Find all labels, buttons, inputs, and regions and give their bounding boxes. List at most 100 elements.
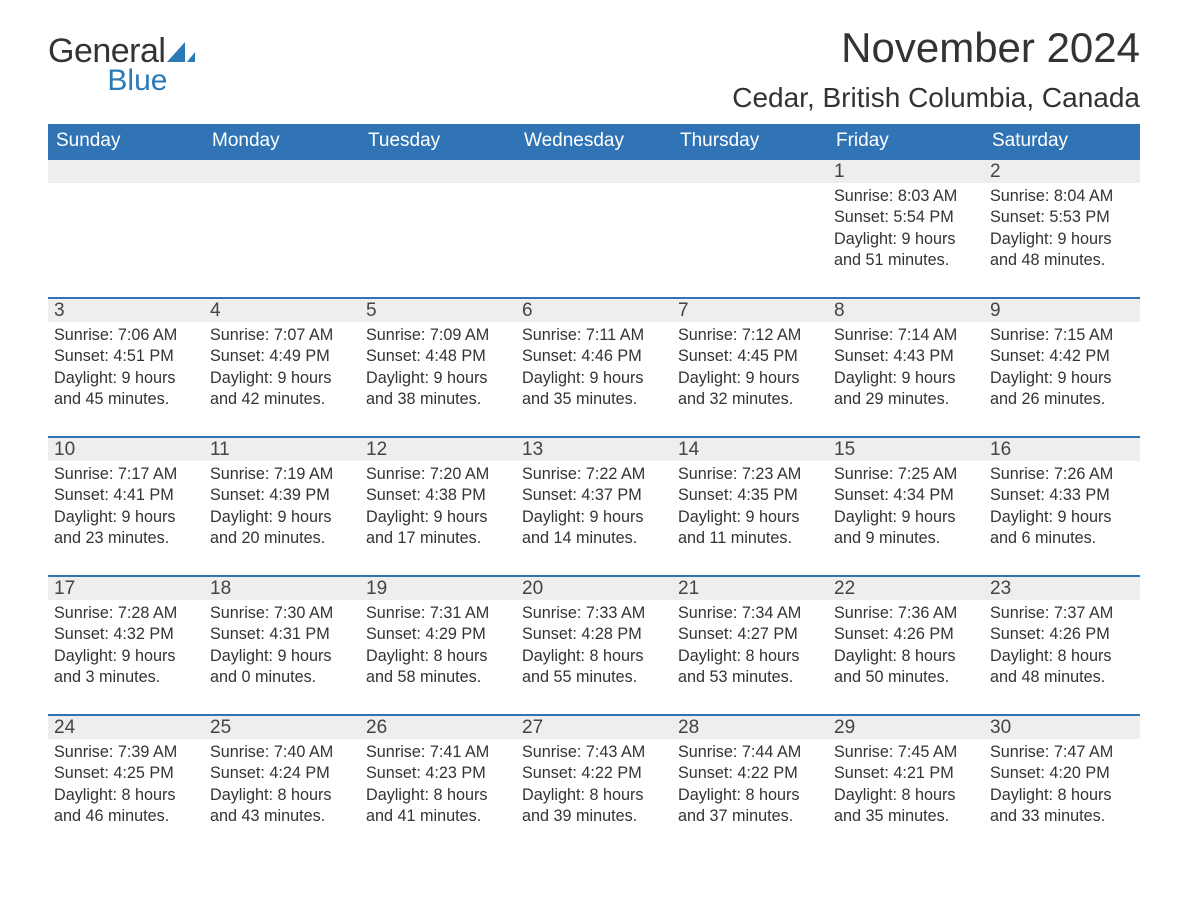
daylight-text: Daylight: 9 hours and 3 minutes.	[54, 646, 194, 689]
date-bar: 22	[828, 575, 984, 600]
sunset-text: Sunset: 4:20 PM	[990, 763, 1134, 784]
sunset-text: Sunset: 4:26 PM	[990, 624, 1134, 645]
daylight-text: Daylight: 9 hours and 35 minutes.	[522, 368, 662, 411]
day-body	[360, 183, 516, 279]
date-bar	[672, 158, 828, 183]
day-body: Sunrise: 7:43 AMSunset: 4:22 PMDaylight:…	[516, 739, 672, 835]
daylight-text: Daylight: 9 hours and 20 minutes.	[210, 507, 350, 550]
sunset-text: Sunset: 4:37 PM	[522, 485, 666, 506]
date-bar: 24	[48, 714, 204, 739]
day-body: Sunrise: 7:31 AMSunset: 4:29 PMDaylight:…	[360, 600, 516, 696]
sunrise-text: Sunrise: 7:34 AM	[678, 603, 822, 624]
date-bar: 20	[516, 575, 672, 600]
brand-general: General	[48, 36, 165, 67]
sunrise-text: Sunrise: 7:17 AM	[54, 464, 198, 485]
day-body: Sunrise: 8:04 AMSunset: 5:53 PMDaylight:…	[984, 183, 1140, 279]
header: General Blue November 2024 Cedar, Britis…	[48, 24, 1140, 124]
day-cell: 4Sunrise: 7:07 AMSunset: 4:49 PMDaylight…	[204, 297, 360, 418]
location-title: Cedar, British Columbia, Canada	[732, 82, 1140, 114]
daylight-text: Daylight: 8 hours and 53 minutes.	[678, 646, 818, 689]
day-cell: 8Sunrise: 7:14 AMSunset: 4:43 PMDaylight…	[828, 297, 984, 418]
sunrise-text: Sunrise: 7:47 AM	[990, 742, 1134, 763]
date-bar: 27	[516, 714, 672, 739]
day-cell: 21 Sunrise: 7:34 AMSunset: 4:27 PMDayligh…	[672, 575, 828, 696]
daylight-text: Daylight: 9 hours and 6 minutes.	[990, 507, 1130, 550]
daylight-text: Daylight: 9 hours and 0 minutes.	[210, 646, 350, 689]
date-bar: 30	[984, 714, 1140, 739]
month-title: November 2024	[732, 24, 1140, 72]
sunset-text: Sunset: 4:38 PM	[366, 485, 510, 506]
date-bar: 21	[672, 575, 828, 600]
date-bar: 4	[204, 297, 360, 322]
sail-icon	[167, 42, 197, 66]
weeks-container: 1Sunrise: 8:03 AMSunset: 5:54 PMDaylight…	[48, 158, 1140, 835]
date-bar: 28	[672, 714, 828, 739]
brand-logo: General Blue	[48, 36, 197, 94]
date-bar: 10	[48, 436, 204, 461]
date-bar	[360, 158, 516, 183]
day-cell	[360, 158, 516, 279]
daylight-text: Daylight: 8 hours and 58 minutes.	[366, 646, 506, 689]
day-body: Sunrise: 7:15 AMSunset: 4:42 PMDaylight:…	[984, 322, 1140, 418]
sunset-text: Sunset: 4:27 PM	[678, 624, 822, 645]
date-bar	[516, 158, 672, 183]
day-cell: 14Sunrise: 7:23 AMSunset: 4:35 PMDayligh…	[672, 436, 828, 557]
day-cell: 20Sunrise: 7:33 AMSunset: 4:28 PMDayligh…	[516, 575, 672, 696]
sunrise-text: Sunrise: 7:43 AM	[522, 742, 666, 763]
day-cell: 16Sunrise: 7:26 AMSunset: 4:33 PMDayligh…	[984, 436, 1140, 557]
day-cell: 7Sunrise: 7:12 AMSunset: 4:45 PMDaylight…	[672, 297, 828, 418]
week-row: 1Sunrise: 8:03 AMSunset: 5:54 PMDaylight…	[48, 158, 1140, 279]
day-cell: 10Sunrise: 7:17 AMSunset: 4:41 PMDayligh…	[48, 436, 204, 557]
sunset-text: Sunset: 4:24 PM	[210, 763, 354, 784]
daylight-text: Daylight: 8 hours and 55 minutes.	[522, 646, 662, 689]
date-bar: 3	[48, 297, 204, 322]
date-bar: 23	[984, 575, 1140, 600]
daylight-text: Daylight: 9 hours and 9 minutes.	[834, 507, 974, 550]
brand-text: General Blue	[48, 36, 165, 94]
daylight-text: Daylight: 9 hours and 26 minutes.	[990, 368, 1130, 411]
day-body: Sunrise: 7:41 AMSunset: 4:23 PMDaylight:…	[360, 739, 516, 835]
sunset-text: Sunset: 4:26 PM	[834, 624, 978, 645]
day-body	[672, 183, 828, 279]
sunrise-text: Sunrise: 7:09 AM	[366, 325, 510, 346]
day-body: Sunrise: 7:22 AMSunset: 4:37 PMDaylight:…	[516, 461, 672, 557]
sunset-text: Sunset: 4:33 PM	[990, 485, 1134, 506]
sunset-text: Sunset: 5:53 PM	[990, 207, 1134, 228]
day-body: Sunrise: 7:07 AMSunset: 4:49 PMDaylight:…	[204, 322, 360, 418]
sunset-text: Sunset: 4:23 PM	[366, 763, 510, 784]
sunset-text: Sunset: 4:45 PM	[678, 346, 822, 367]
date-bar: 19	[360, 575, 516, 600]
day-body: Sunrise: 7:40 AMSunset: 4:24 PMDaylight:…	[204, 739, 360, 835]
day-body: Sunrise: 7:28 AMSunset: 4:32 PMDaylight:…	[48, 600, 204, 696]
sunset-text: Sunset: 4:28 PM	[522, 624, 666, 645]
sunrise-text: Sunrise: 7:06 AM	[54, 325, 198, 346]
daylight-text: Daylight: 9 hours and 32 minutes.	[678, 368, 818, 411]
day-cell: 11Sunrise: 7:19 AMSunset: 4:39 PMDayligh…	[204, 436, 360, 557]
day-body: Sunrise: 7:14 AMSunset: 4:43 PMDaylight:…	[828, 322, 984, 418]
day-cell: 9Sunrise: 7:15 AMSunset: 4:42 PMDaylight…	[984, 297, 1140, 418]
sunset-text: Sunset: 4:51 PM	[54, 346, 198, 367]
day-cell: 19Sunrise: 7:31 AMSunset: 4:29 PMDayligh…	[360, 575, 516, 696]
sunrise-text: Sunrise: 8:03 AM	[834, 186, 978, 207]
day-body: Sunrise: 7:23 AMSunset: 4:35 PMDaylight:…	[672, 461, 828, 557]
week-row: 24Sunrise: 7:39 AMSunset: 4:25 PMDayligh…	[48, 714, 1140, 835]
sunset-text: Sunset: 4:22 PM	[522, 763, 666, 784]
date-bar: 29	[828, 714, 984, 739]
sunset-text: Sunset: 4:48 PM	[366, 346, 510, 367]
day-body: Sunrise: 7:45 AMSunset: 4:21 PMDaylight:…	[828, 739, 984, 835]
date-bar: 13	[516, 436, 672, 461]
daylight-text: Daylight: 9 hours and 48 minutes.	[990, 229, 1130, 272]
daylight-text: Daylight: 8 hours and 50 minutes.	[834, 646, 974, 689]
daylight-text: Daylight: 9 hours and 17 minutes.	[366, 507, 506, 550]
sunrise-text: Sunrise: 7:41 AM	[366, 742, 510, 763]
daylight-text: Daylight: 8 hours and 35 minutes.	[834, 785, 974, 828]
sunset-text: Sunset: 4:21 PM	[834, 763, 978, 784]
sunrise-text: Sunrise: 7:14 AM	[834, 325, 978, 346]
day-body: Sunrise: 7:19 AMSunset: 4:39 PMDaylight:…	[204, 461, 360, 557]
date-bar: 18	[204, 575, 360, 600]
day-body: Sunrise: 7:06 AMSunset: 4:51 PMDaylight:…	[48, 322, 204, 418]
sunset-text: Sunset: 4:39 PM	[210, 485, 354, 506]
daylight-text: Daylight: 9 hours and 38 minutes.	[366, 368, 506, 411]
date-bar: 9	[984, 297, 1140, 322]
date-bar: 11	[204, 436, 360, 461]
